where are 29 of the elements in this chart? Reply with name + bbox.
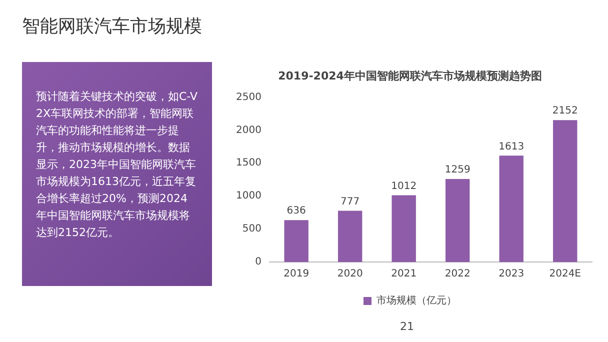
x-tick-label: 2024E [549, 268, 582, 280]
data-label: 2152 [552, 106, 578, 117]
data-label: 1259 [444, 164, 470, 176]
x-tick-label: 2019 [284, 268, 310, 280]
data-label: 1012 [391, 180, 417, 192]
y-tick-label: 0 [255, 256, 262, 268]
y-tick-label: 2000 [236, 124, 262, 136]
bar [392, 195, 416, 262]
bar [553, 120, 578, 262]
bar [499, 156, 524, 262]
text: 21 [400, 320, 414, 333]
bar [284, 220, 308, 262]
bar [338, 210, 362, 262]
x-tick-label: 2022 [444, 268, 470, 280]
data-label: 636 [286, 206, 306, 217]
y-tick-label: 2500 [236, 92, 262, 103]
text: 预计随着关键技术的突破，如C-V2X车联网技术的部署，智能网联汽车的功能和性能将进一步提升，推动市场规模的增长。数据显示，2023年中国智能网联汽车市场规模为1613亿元，近五年复合增长率超过20%，预测2024年中国智能网联汽车市场规模将达到2152亿元。 [36, 90, 198, 239]
x-tick-label: 2023 [498, 268, 524, 280]
y-tick-label: 1000 [236, 190, 262, 202]
x-tick-label: 2020 [337, 268, 363, 280]
x-tick-label: 2021 [391, 268, 417, 280]
bar [446, 179, 470, 262]
y-tick-label: 500 [242, 224, 262, 235]
legend-label: 市场规模（亿元） [376, 294, 456, 307]
y-tick-label: 1500 [236, 158, 262, 169]
chart-title: 2019-2024年中国智能网联汽车市场规模预测趋势图 [278, 69, 542, 82]
data-label: 777 [340, 196, 360, 208]
data-label: 1613 [498, 141, 524, 152]
text: 智能网联汽车市场规模 [22, 15, 202, 38]
